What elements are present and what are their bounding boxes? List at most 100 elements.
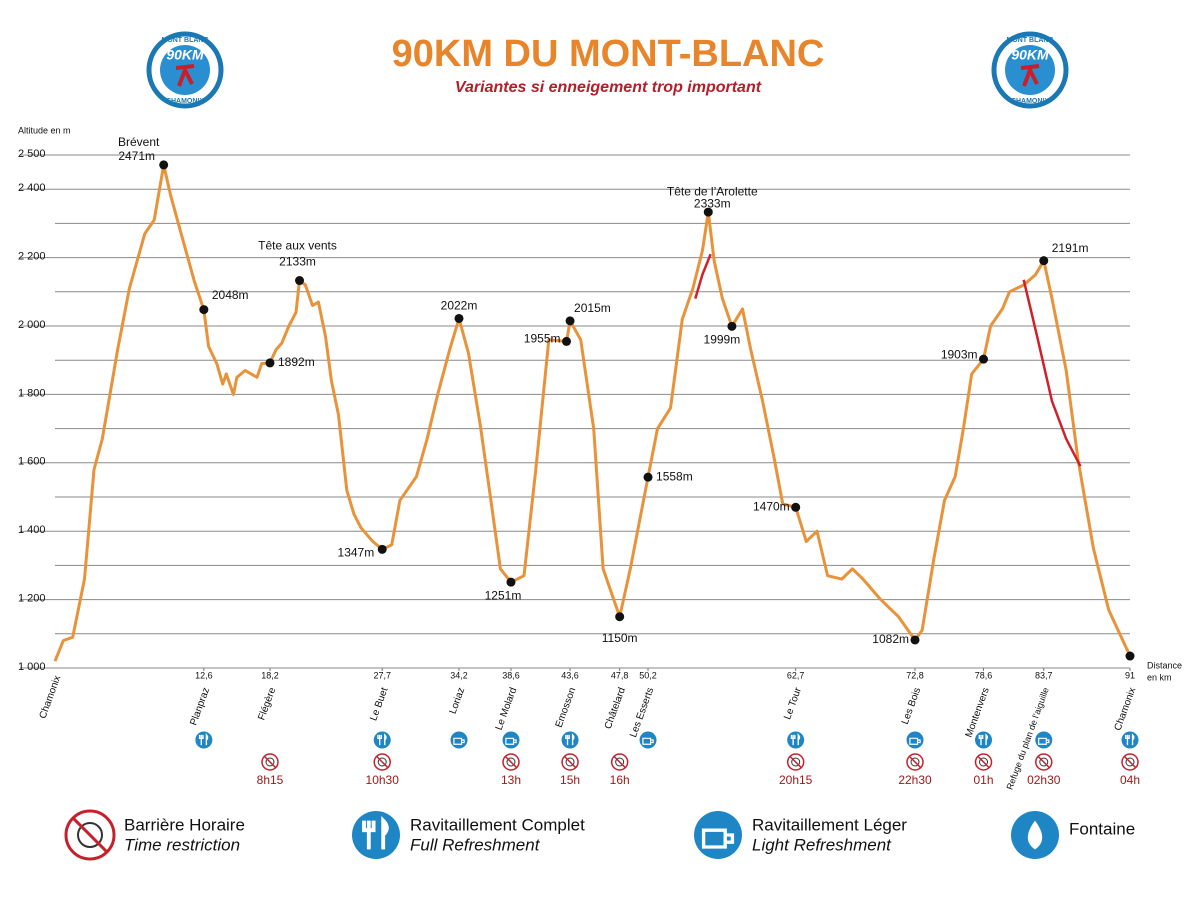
- service: [373, 731, 391, 749]
- light-icon: [502, 731, 520, 749]
- station-name: Chamonix: [38, 674, 64, 720]
- x-tick-label: 50,2: [639, 670, 657, 680]
- time-barrier: [906, 753, 924, 771]
- time-clock: [265, 757, 275, 767]
- waypoint-label: 2191m: [1052, 241, 1089, 255]
- time-label: 04h: [1120, 773, 1140, 787]
- time-label: 13h: [501, 773, 521, 787]
- waypoint: [791, 502, 801, 512]
- fork-knife: [362, 815, 389, 850]
- time-label: 02h30: [1027, 773, 1061, 787]
- waypoint-label: 2333m: [694, 196, 731, 210]
- station-name: Flégère: [256, 686, 278, 722]
- station-name: Le Buet: [368, 686, 390, 722]
- profile-line: [53, 163, 1132, 662]
- time-slash: [613, 755, 626, 769]
- station-name: Le Molard: [494, 686, 520, 732]
- time-label: 15h: [560, 773, 580, 787]
- station-name: Les Esserts: [628, 686, 656, 739]
- time-label: 8h15: [257, 773, 284, 787]
- time-clock: [791, 757, 801, 767]
- logo: 90KM MONT BLANC CHAMONIX: [146, 31, 224, 109]
- fork-knife: [790, 733, 801, 746]
- time-label: 20h15: [779, 773, 813, 787]
- waypoint: [265, 358, 275, 368]
- time-clock: [565, 757, 575, 767]
- variant-line: [1022, 279, 1082, 467]
- logo-center: 90KM: [166, 47, 204, 63]
- time-clock: [910, 757, 920, 767]
- time-barrier: [502, 753, 520, 771]
- waypoint-label: 2471m: [118, 149, 155, 163]
- time-barrier: [786, 753, 805, 771]
- legend-subtitle: Full Refreshment: [410, 835, 541, 854]
- legend-title: Barrière Horaire: [124, 815, 245, 834]
- y-tick-label: 1 200: [18, 593, 46, 605]
- time-label: 01h: [974, 773, 994, 787]
- x-tick-label: 91: [1125, 670, 1135, 680]
- logo-center: 90KM: [1011, 47, 1049, 63]
- y-tick-label: 2 200: [18, 251, 46, 263]
- y-tick-label: 1 000: [18, 661, 46, 673]
- time-slash: [977, 755, 990, 769]
- x-tick-label: 72,8: [906, 670, 924, 680]
- station-name: Les Bois: [900, 686, 923, 726]
- variant-line: [694, 253, 712, 299]
- waypoint: [199, 305, 209, 315]
- waypoint: [159, 160, 169, 170]
- service: [195, 731, 213, 749]
- cup: [1038, 737, 1050, 745]
- x-tick-label: 12,6: [195, 670, 213, 680]
- waypoint-label: 1470m: [753, 499, 790, 513]
- time-clock: [506, 757, 516, 767]
- fork-knife: [1125, 733, 1135, 746]
- legend-subtitle: Light Refreshment: [752, 835, 892, 854]
- logo-top: MONT BLANC: [161, 37, 208, 44]
- service: [450, 731, 468, 749]
- y-tick-label: 2 000: [18, 319, 46, 331]
- logo: 90KM MONT BLANC CHAMONIX: [991, 31, 1069, 109]
- waypoint-label: 1082m: [872, 632, 909, 646]
- cup: [642, 737, 654, 745]
- y-tick-label: 1 600: [18, 456, 46, 468]
- waypoint: [910, 635, 920, 645]
- time-slash: [504, 755, 518, 769]
- waypoint: [727, 321, 737, 331]
- waypoint-label: 2048m: [212, 288, 249, 302]
- legend-item: Fontaine: [1011, 811, 1135, 859]
- x-tick-label: 27,7: [373, 670, 391, 680]
- x-tick-label: 62,7: [787, 670, 805, 680]
- waypoint: [979, 354, 989, 364]
- waypoint-label: 1903m: [941, 347, 978, 361]
- time-slash: [1037, 755, 1050, 769]
- service: [975, 731, 993, 749]
- time-slash: [1123, 755, 1137, 769]
- cup: [505, 737, 517, 745]
- time-label: 16h: [610, 773, 630, 787]
- logo-bottom: CHAMONIX: [1011, 98, 1049, 105]
- waypoint-label: 2022m: [441, 299, 478, 313]
- full-icon: [561, 731, 579, 749]
- x-tick-label: 18,2: [261, 670, 279, 680]
- waypoint: [565, 316, 575, 326]
- waypoint: [295, 276, 305, 286]
- time-clock: [1039, 757, 1049, 767]
- time-slash: [563, 755, 577, 769]
- service: [561, 731, 579, 749]
- time-clock: [979, 757, 989, 767]
- legend-subtitle: Time restriction: [124, 835, 240, 854]
- x-tick-label: 38,6: [502, 670, 520, 680]
- time-barrier: [1121, 753, 1139, 771]
- waypoint-label: 1999m: [704, 333, 741, 347]
- light-icon: [450, 731, 468, 749]
- waypoint: [506, 577, 516, 587]
- x-tick-label: 43,6: [561, 670, 579, 680]
- x-tick-label: 47,8: [611, 670, 629, 680]
- waypoint-label: 1955m: [524, 332, 561, 346]
- x-tick-label: 83,7: [1035, 670, 1053, 680]
- chart-subtitle: Variantes si enneigement trop important: [455, 79, 762, 96]
- waypoint: [615, 612, 625, 622]
